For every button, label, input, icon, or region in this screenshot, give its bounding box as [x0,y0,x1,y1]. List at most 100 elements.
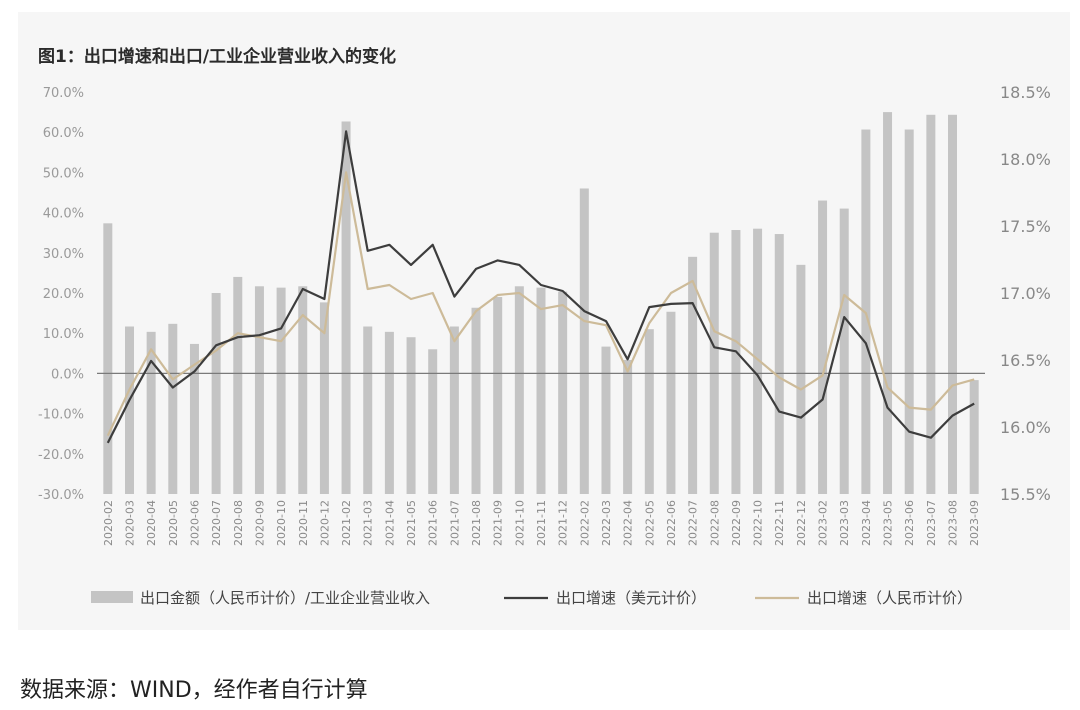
bar [623,360,633,494]
left-tick-label: 20.0% [43,287,84,302]
bar [298,286,308,494]
x-tick-label: 2020-05 [167,500,180,546]
x-tick-label: 2022-07 [687,500,700,546]
x-tick-label: 2021-10 [513,500,526,546]
x-tick-label: 2022-11 [773,500,786,546]
bar [644,329,654,494]
left-tick-label: -30.0% [38,488,84,503]
left-tick-label: -20.0% [38,448,84,463]
right-tick-label: 16.5% [1000,351,1051,370]
x-tick-label: 2021-05 [405,500,418,546]
x-tick-label: 2022-02 [578,500,591,546]
x-tick-label: 2020-12 [318,500,331,546]
x-tick-label: 2023-08 [947,500,960,546]
x-tick-label: 2020-10 [275,500,288,546]
x-tick-label: 2022-09 [730,500,743,546]
bar [103,223,113,494]
bar [168,323,178,494]
legend-bar-label: 出口金额（人民币计价）/工业企业营业收入 [140,589,430,607]
x-tick-label: 2020-08 [232,500,245,546]
x-tick-label: 2021-04 [383,500,396,546]
bar [904,129,914,494]
x-tick-label: 2022-10 [752,500,765,546]
bar [363,326,373,494]
x-tick-label: 2021-12 [557,500,570,546]
bar [189,343,199,494]
bar [146,331,156,494]
x-tick-label: 2020-09 [253,500,266,546]
x-tick-label: 2022-08 [708,500,721,546]
x-tick-label: 2022-05 [643,500,656,546]
x-tick-label: 2022-03 [600,500,613,546]
right-tick-label: 18.0% [1000,150,1051,169]
x-tick-label: 2020-06 [188,500,201,546]
bar [428,349,438,494]
x-tick-label: 2021-07 [448,500,461,546]
x-tick-label: 2023-02 [817,500,830,546]
left-tick-label: 40.0% [43,207,84,222]
x-tick-label: 2023-05 [882,500,895,546]
x-tick-label: 2020-04 [145,500,158,546]
bar [969,380,979,494]
x-tick-label: 2021-02 [340,500,353,546]
right-tick-label: 17.0% [1000,284,1051,303]
x-tick-label: 2022-06 [665,500,678,546]
right-tick-label: 17.5% [1000,217,1051,236]
legend-usd-label: 出口增速（美元计价） [556,589,706,607]
bar [406,337,416,494]
left-tick-label: -10.0% [38,408,84,423]
bar [731,230,741,494]
bar [211,293,221,494]
x-tick-label: 2021-08 [470,500,483,546]
x-tick-label: 2021-03 [362,500,375,546]
data-source-note: 数据来源：WIND，经作者自行计算 [20,678,368,703]
bar [124,326,134,494]
x-tick-label: 2021-09 [492,500,505,546]
bar [839,208,849,494]
left-tick-label: 70.0% [43,86,84,101]
x-tick-label: 2020-02 [102,500,115,546]
right-tick-label: 16.0% [1000,418,1051,437]
bar [926,114,936,494]
x-tick-label: 2023-04 [860,500,873,546]
bar [341,121,351,494]
left-tick-label: 60.0% [43,126,84,141]
bar [558,291,568,494]
bar [276,287,286,494]
bar [883,112,893,494]
left-tick-label: 30.0% [43,247,84,262]
bar [948,114,958,494]
bar [666,311,676,494]
bar [514,286,524,494]
legend-bar-swatch [91,591,133,603]
x-tick-label: 2023-09 [968,500,981,546]
bar [384,331,394,494]
left-tick-label: 0.0% [51,367,84,382]
x-tick-label: 2022-12 [795,500,808,546]
x-tick-label: 2020-03 [123,500,136,546]
bar [709,232,719,494]
bar [818,200,828,495]
bar [449,326,459,494]
bar [601,346,611,494]
x-tick-label: 2020-11 [297,500,310,546]
bar [233,276,243,494]
left-tick-label: 10.0% [43,327,84,342]
bar [796,264,806,494]
bar [774,234,784,495]
bar [536,287,546,494]
left-tick-label: 50.0% [43,166,84,181]
chart-title: 图1：出口增速和出口/工业企业营业收入的变化 [38,47,397,67]
x-tick-label: 2022-04 [622,500,635,546]
right-tick-label: 18.5% [1000,83,1051,102]
bar [319,302,329,494]
legend-rmb-label: 出口增速（人民币计价） [807,589,972,607]
bar [688,256,698,494]
bar [254,286,264,494]
x-tick-label: 2021-06 [427,500,440,546]
x-tick-label: 2023-03 [838,500,851,546]
usd-growth-line [106,130,975,444]
bar [493,297,503,494]
bar [471,307,481,494]
right-tick-label: 15.5% [1000,485,1051,504]
